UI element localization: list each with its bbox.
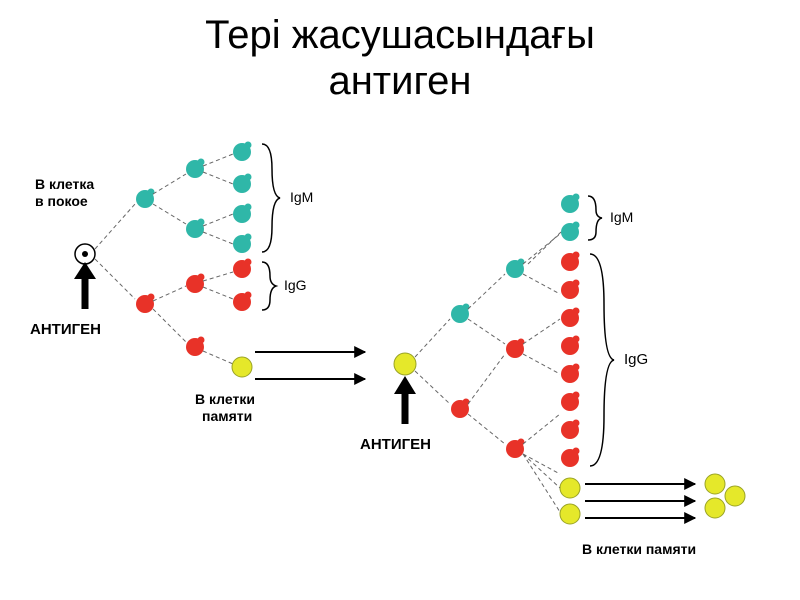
cell-yellow — [560, 504, 580, 524]
label-memory-1b: памяти — [202, 408, 252, 424]
cell-red — [561, 336, 580, 356]
label-igm-1: IgM — [290, 189, 313, 205]
cell-red — [233, 259, 252, 279]
label-memory-2: В клетки памяти — [582, 541, 696, 557]
edge — [203, 232, 233, 244]
label-antigen-1: АНТИГЕН — [30, 321, 101, 338]
cell-red — [561, 364, 580, 384]
cell-red — [561, 280, 580, 300]
label-antigen-2: АНТИГЕН — [360, 436, 431, 453]
cell-teal — [506, 259, 525, 279]
title-line-2: антиген — [328, 59, 471, 103]
cell-yellow — [725, 486, 745, 506]
cell-red — [451, 399, 470, 419]
edge — [468, 414, 505, 444]
edge — [95, 204, 135, 249]
brace-igm-2 — [588, 196, 602, 240]
edge — [523, 414, 560, 444]
cell-red — [561, 392, 580, 412]
label-igm-2: IgM — [610, 209, 633, 225]
cell-teal — [136, 189, 155, 209]
label-b-cell-rest-1: В клетка — [35, 176, 94, 192]
cell-red — [186, 337, 205, 357]
edge — [153, 286, 186, 301]
cell-red — [506, 339, 525, 359]
edge — [468, 319, 505, 344]
edge — [203, 172, 233, 184]
cell-red — [233, 292, 252, 312]
brace-igg-1 — [262, 262, 276, 310]
cell-red — [561, 252, 580, 272]
cell-teal — [561, 194, 580, 214]
edge — [153, 309, 186, 342]
edge — [203, 214, 233, 226]
cell-teal — [233, 174, 252, 194]
edge — [415, 319, 450, 357]
edge — [95, 259, 135, 299]
cell-red — [506, 439, 525, 459]
edge — [203, 351, 233, 364]
cell-yellow — [394, 353, 416, 375]
cell-teal — [561, 222, 580, 242]
cell-teal — [186, 159, 205, 179]
edge — [415, 371, 450, 404]
cell-teal — [233, 234, 252, 254]
label-b-cell-rest-2: в покое — [35, 193, 88, 209]
edge — [523, 319, 560, 344]
edge — [153, 204, 186, 224]
edge — [203, 272, 233, 281]
label-memory-1a: В клетки — [195, 391, 255, 407]
cell-teal — [233, 204, 252, 224]
edge — [468, 354, 505, 404]
brace-igm-1 — [262, 144, 280, 252]
edge — [468, 274, 505, 309]
edge — [153, 174, 186, 194]
edge — [203, 154, 233, 166]
cell-teal — [186, 219, 205, 239]
cell-red — [561, 308, 580, 328]
edge — [203, 287, 233, 299]
brace-igg-2 — [590, 254, 614, 466]
cell-teal — [451, 304, 470, 324]
cell-yellow — [705, 498, 725, 518]
b-cell-resting — [75, 244, 95, 264]
cell-red — [561, 420, 580, 440]
cell-red — [561, 448, 580, 468]
edge — [523, 354, 560, 374]
label-igg-1: IgG — [284, 277, 307, 293]
edge — [523, 454, 560, 474]
cell-yellow — [560, 478, 580, 498]
label-igg-2: IgG — [624, 351, 648, 368]
cell-red — [186, 274, 205, 294]
cell-yellow — [705, 474, 725, 494]
edge — [523, 274, 560, 294]
cell-yellow — [232, 357, 252, 377]
cell-teal — [233, 142, 252, 162]
antigen-arrow-1 — [74, 262, 96, 309]
diagram-svg: В клетка в покое АНТИГЕН IgM IgG В клетк… — [0, 104, 800, 584]
cell-red — [136, 294, 155, 314]
antigen-arrow-2 — [394, 376, 416, 424]
title-line-1: Тері жасушасындағы — [205, 13, 595, 57]
